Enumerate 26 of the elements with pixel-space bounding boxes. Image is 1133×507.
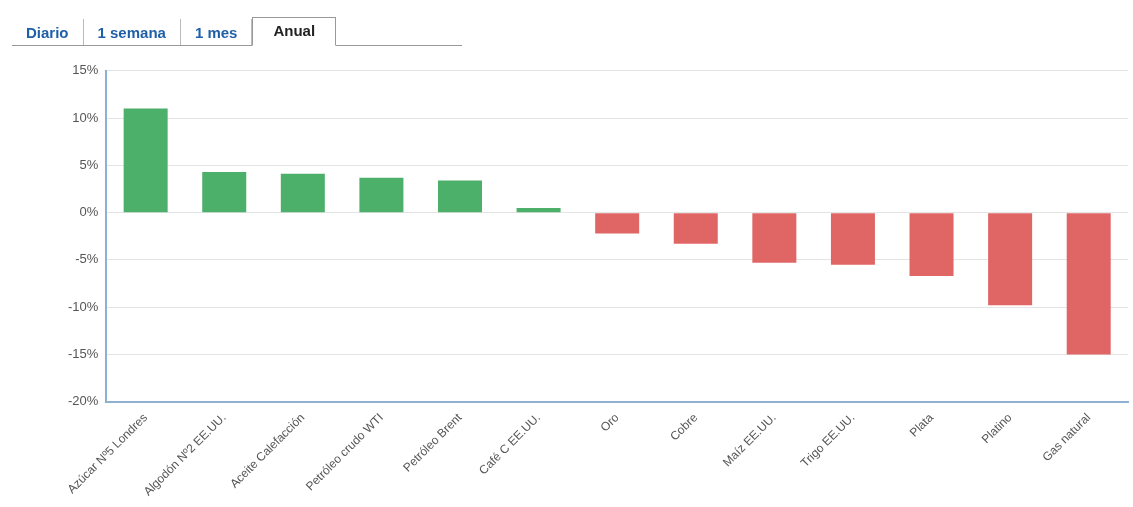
y-tick-label: -10% <box>67 298 99 314</box>
y-tick-label: 15% <box>72 62 99 78</box>
text: Diario <box>12 19 84 45</box>
y-tick-label: 5% <box>79 156 99 172</box>
bar <box>359 177 404 213</box>
text: 1 mes <box>180 19 253 45</box>
bar <box>437 180 482 213</box>
y-tick-label: -5% <box>75 251 99 267</box>
bar <box>673 213 718 244</box>
bar <box>123 108 168 213</box>
bar <box>595 213 640 234</box>
bar <box>1066 213 1111 355</box>
y-tick-label: -20% <box>67 393 99 409</box>
bar <box>516 207 561 213</box>
bar <box>909 213 954 276</box>
y-tick-label: -15% <box>67 346 99 362</box>
x-tick-label: Oro <box>597 410 622 435</box>
y-tick-label: 0% <box>79 204 99 220</box>
text: 1 semana <box>83 19 181 45</box>
text: Anual <box>252 17 337 46</box>
y-tick-label: 10% <box>72 109 99 125</box>
bar <box>202 171 247 213</box>
bar <box>280 173 325 213</box>
bar <box>752 213 797 263</box>
bar <box>830 213 875 265</box>
bar <box>988 213 1033 306</box>
